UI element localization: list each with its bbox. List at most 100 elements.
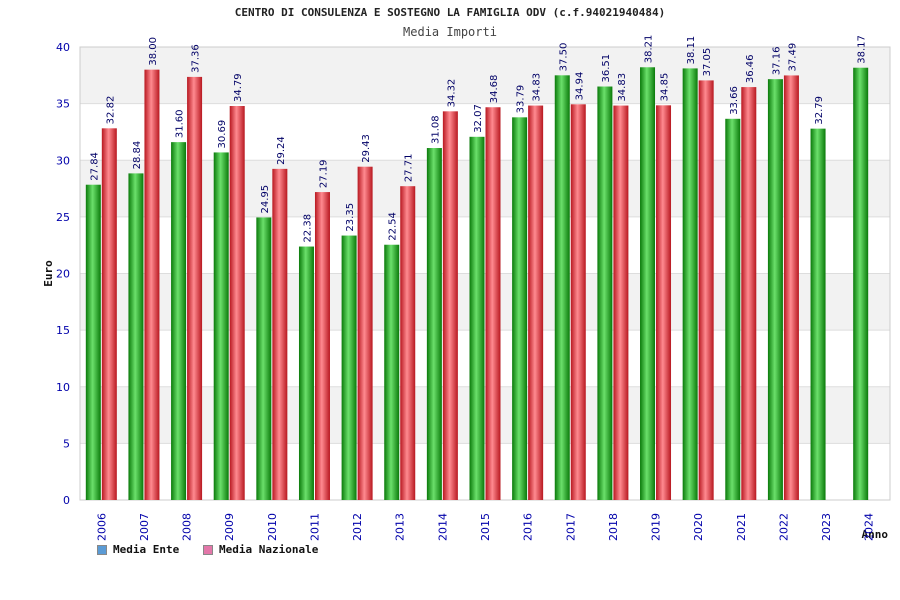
legend-swatch-media-nazionale [203, 544, 213, 555]
x-axis-label: Anno [862, 528, 889, 541]
data-label: 38.17 [857, 35, 868, 64]
bar-media-nazionale [357, 166, 373, 500]
y-tick-label: 40 [56, 41, 70, 54]
x-tick-label: 2017 [564, 513, 577, 541]
bar-media-ente [853, 67, 869, 501]
data-label: 29.24 [276, 136, 287, 165]
bar-media-ente [512, 117, 528, 500]
x-tick-label: 2008 [181, 513, 194, 541]
bar-media-ente [384, 244, 400, 500]
bar-media-ente [469, 136, 485, 500]
x-tick-label: 2009 [223, 513, 236, 541]
data-label: 33.79 [516, 85, 527, 114]
bar-media-ente [213, 152, 229, 501]
bar-media-nazionale [698, 80, 714, 500]
chart-title: CENTRO DI CONSULENZA E SOSTEGNO LA FAMIG… [234, 6, 666, 19]
bar-media-nazionale [144, 69, 160, 501]
data-label: 31.60 [175, 109, 186, 138]
plot-frame [79, 46, 891, 501]
x-tick-label: 2024 [863, 513, 876, 541]
x-tick-label: 2006 [95, 513, 108, 541]
x-tick-label: 2010 [266, 513, 279, 541]
bar-media-ente [597, 86, 613, 501]
data-label: 23.35 [345, 203, 356, 232]
data-label: 37.16 [771, 47, 782, 76]
data-label: 34.79 [233, 73, 244, 102]
data-label: 34.68 [489, 75, 500, 104]
bar-media-ente [725, 118, 741, 500]
data-label: 27.71 [404, 154, 415, 183]
bar-media-nazionale [272, 168, 288, 500]
bar-media-nazionale [400, 186, 416, 500]
x-tick-label: 2012 [351, 513, 364, 541]
bar-media-ente [85, 184, 101, 500]
bar-media-nazionale [314, 192, 330, 501]
bar-media-nazionale [741, 87, 757, 500]
data-label: 22.38 [302, 214, 313, 243]
x-tick-label: 2021 [735, 513, 748, 541]
data-label: 27.19 [318, 159, 329, 188]
data-label: 38.00 [148, 37, 159, 66]
legend-label-media-nazionale: Media Nazionale [219, 543, 319, 556]
bar-media-ente [128, 173, 144, 500]
y-tick-label: 15 [56, 324, 70, 337]
bar-media-nazionale [613, 105, 629, 501]
y-axis-label: Euro [42, 260, 55, 287]
bar-media-nazionale [101, 128, 117, 500]
bar-media-nazionale [528, 105, 544, 501]
bar-media-ente [640, 67, 656, 500]
data-label: 36.46 [745, 54, 756, 83]
bar-media-ente [298, 246, 314, 500]
y-tick-label: 30 [56, 154, 70, 167]
bar-media-nazionale [783, 75, 799, 500]
data-label: 38.21 [644, 35, 655, 64]
y-tick-label: 10 [56, 381, 70, 394]
chart-subtitle: Media Importi [403, 25, 497, 39]
data-label: 22.54 [388, 212, 399, 241]
data-label: 27.84 [89, 152, 100, 181]
data-label: 30.69 [217, 120, 228, 149]
y-tick-label: 0 [63, 494, 70, 507]
x-tick-label: 2013 [394, 513, 407, 541]
data-label: 28.84 [132, 141, 143, 170]
data-label: 33.66 [729, 86, 740, 115]
x-tick-label: 2022 [777, 513, 790, 541]
y-tick-label: 25 [56, 211, 70, 224]
x-tick-label: 2018 [607, 513, 620, 541]
data-label: 37.05 [702, 48, 713, 77]
y-tick-label: 20 [56, 268, 70, 281]
legend-swatch-media-ente [97, 544, 107, 555]
data-label: 29.43 [361, 134, 372, 163]
x-tick-label: 2011 [308, 513, 321, 541]
bar-media-ente [554, 75, 570, 500]
bar-media-ente [256, 217, 272, 500]
x-tick-label: 2023 [820, 513, 833, 541]
x-tick-label: 2007 [138, 513, 151, 541]
bar-media-nazionale [656, 105, 672, 500]
data-label: 31.08 [430, 115, 441, 144]
legend-item-media-nazionale: Media Nazionale [203, 543, 318, 556]
data-label: 32.79 [814, 96, 825, 125]
legend-item-media-ente: Media Ente [97, 543, 179, 556]
data-label: 37.50 [558, 43, 569, 72]
data-label: 36.51 [601, 54, 612, 83]
data-label: 38.11 [686, 36, 697, 65]
bar-media-nazionale [485, 107, 501, 501]
legend-label-media-ente: Media Ente [113, 543, 180, 556]
bar-media-nazionale [570, 104, 586, 500]
data-label: 24.95 [260, 185, 271, 214]
bar-media-nazionale [442, 111, 458, 501]
data-label: 37.49 [787, 43, 798, 72]
data-label: 34.32 [446, 79, 457, 108]
bar-media-ente [810, 128, 826, 500]
data-label: 34.83 [617, 73, 628, 102]
bar-media-ente [767, 79, 783, 501]
bar-media-nazionale [229, 106, 245, 501]
data-label: 34.94 [574, 72, 585, 101]
x-tick-label: 2015 [479, 513, 492, 541]
y-tick-label: 5 [63, 437, 70, 450]
bar-media-ente [341, 235, 357, 500]
x-tick-label: 2014 [436, 513, 449, 541]
x-tick-label: 2020 [692, 513, 705, 541]
